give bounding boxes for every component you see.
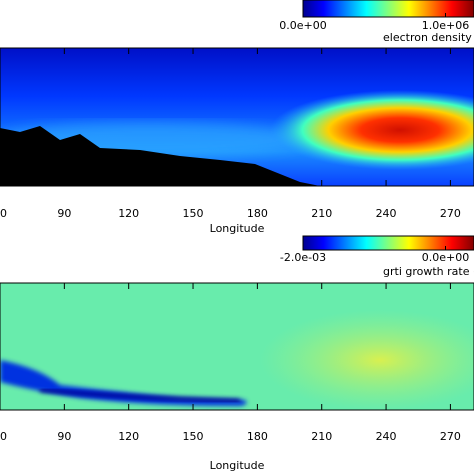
x-tick-label: 210: [311, 207, 332, 220]
x-tick-label: 150: [183, 430, 204, 443]
x-axis-label: Longitude: [210, 459, 265, 472]
x-tick-label: 60: [0, 207, 7, 220]
colorbar-tick-label: 1.0e+06: [422, 19, 469, 32]
colorbar-tick-label: 0.0e+00: [279, 19, 326, 32]
x-tick-label: 150: [183, 207, 204, 220]
x-tick-label: 270: [440, 207, 461, 220]
x-tick-label: 60: [0, 430, 7, 443]
colorbar-tick-label: 0.0e+00: [422, 251, 469, 264]
growth-rate-field: [0, 283, 474, 410]
colorbar-label: grti growth rate (: [383, 265, 474, 278]
colorbar-tick-label: -2.0e-03: [280, 251, 326, 264]
x-tick-label: 120: [118, 207, 139, 220]
colorbar: [302, 0, 474, 18]
x-axis-label: Longitude: [210, 222, 265, 235]
x-tick-label: 270: [440, 430, 461, 443]
colorbar: [302, 235, 474, 251]
x-tick-label: 120: [118, 430, 139, 443]
x-tick-label: 240: [376, 207, 397, 220]
x-tick-label: 210: [311, 430, 332, 443]
x-tick-label: 90: [57, 430, 71, 443]
plot-frame: [0, 47, 474, 187]
density-field: [0, 48, 474, 186]
x-tick-label: 240: [376, 430, 397, 443]
plot-frame: [0, 282, 474, 411]
x-tick-label: 180: [247, 430, 268, 443]
x-tick-label: 180: [247, 207, 268, 220]
x-tick-label: 90: [57, 207, 71, 220]
colorbar-label: electron density (: [383, 31, 474, 44]
